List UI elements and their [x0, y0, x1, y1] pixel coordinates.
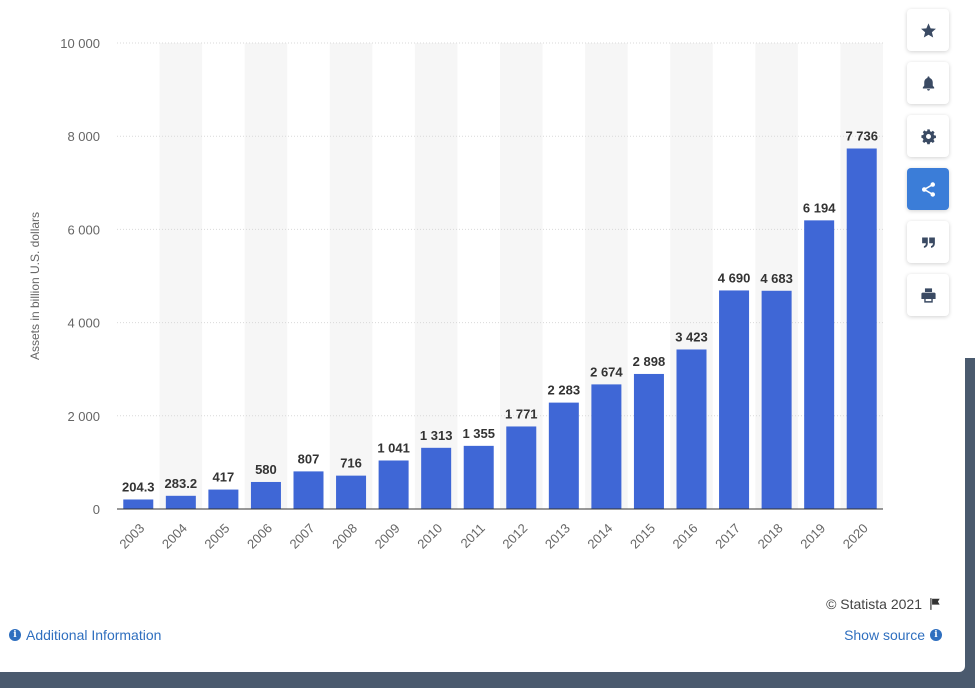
additional-information-link[interactable]: i Additional Information [9, 627, 161, 643]
bar-2009[interactable] [378, 460, 409, 509]
bar-2017[interactable] [719, 290, 750, 509]
x-tick-label: 2006 [244, 521, 275, 552]
bar-2010[interactable] [421, 447, 452, 509]
y-tick-label: 2 000 [67, 409, 100, 424]
info-icon: i [9, 629, 21, 641]
data-label: 4 690 [718, 270, 751, 285]
cite-button[interactable] [907, 221, 949, 263]
y-tick-label: 10 000 [60, 36, 100, 51]
x-tick-label: 2003 [116, 521, 147, 552]
data-label: 7 736 [845, 129, 878, 144]
y-axis-ticks: 0 2 000 4 000 6 000 8 000 10 000 [60, 36, 100, 517]
x-tick-label: 2009 [372, 521, 403, 552]
bar-2003[interactable] [123, 499, 154, 509]
bar-2020[interactable] [846, 148, 877, 510]
bar-2014[interactable] [591, 384, 622, 509]
y-tick-label: 0 [93, 502, 100, 517]
statista-credit[interactable]: © Statista 2021 [826, 596, 942, 612]
favorite-button[interactable] [907, 9, 949, 51]
settings-button[interactable] [907, 115, 949, 157]
show-source-label: Show source [844, 627, 925, 643]
show-source-link[interactable]: Show source i [844, 627, 942, 643]
x-tick-label: 2011 [457, 521, 487, 551]
background-band [159, 43, 203, 509]
data-label: 807 [298, 451, 320, 466]
y-tick-label: 8 000 [67, 129, 100, 144]
x-tick-label: 2013 [542, 521, 573, 552]
x-tick-label: 2005 [201, 521, 232, 552]
credit-text: © Statista 2021 [826, 596, 922, 612]
bar-2011[interactable] [463, 445, 494, 509]
quote-icon [921, 237, 935, 248]
x-tick-label: 2004 [159, 521, 190, 552]
data-label: 716 [340, 456, 362, 471]
data-label: 1 041 [377, 440, 410, 455]
info-icon: i [930, 629, 942, 641]
bell-icon [922, 75, 934, 91]
data-label: 580 [255, 462, 277, 477]
star-icon [920, 22, 936, 38]
bar-chart: 0 2 000 4 000 6 000 8 000 10 000 204.3 283.2 41… [28, 36, 883, 552]
side-strip [965, 0, 975, 358]
background-band [329, 43, 373, 509]
data-label: 283.2 [165, 476, 198, 491]
x-tick-label: 2012 [499, 521, 530, 552]
x-tick-label: 2014 [584, 521, 615, 552]
data-label: 2 898 [633, 354, 666, 369]
printer-icon [920, 287, 936, 303]
y-tick-label: 4 000 [67, 316, 100, 331]
x-tick-label: 2010 [414, 521, 445, 552]
x-tick-label: 2020 [840, 521, 871, 552]
data-label: 417 [213, 470, 235, 485]
data-label: 1 771 [505, 406, 538, 421]
bar-2019[interactable] [804, 220, 835, 509]
bar-2016[interactable] [676, 349, 707, 509]
x-tick-label: 2016 [670, 521, 701, 552]
notification-button[interactable] [907, 62, 949, 104]
x-tick-label: 2007 [287, 521, 318, 552]
x-tick-label: 2017 [712, 521, 743, 552]
gear-icon [920, 128, 936, 144]
bar-2012[interactable] [506, 426, 537, 509]
data-label: 1 313 [420, 428, 453, 443]
data-label: 4 683 [760, 271, 793, 286]
background-band [414, 43, 458, 509]
bar-2004[interactable] [165, 495, 196, 509]
share-button[interactable] [907, 168, 949, 210]
data-label: 204.3 [122, 479, 155, 494]
share-icon [921, 181, 935, 197]
bar-2005[interactable] [208, 489, 239, 509]
data-label: 6 194 [803, 200, 836, 215]
bar-2013[interactable] [548, 402, 579, 509]
bar-2018[interactable] [761, 290, 792, 509]
bar-2006[interactable] [250, 481, 281, 509]
data-label: 3 423 [675, 329, 708, 344]
toolbar [907, 9, 949, 327]
bars [123, 148, 877, 510]
additional-information-label: Additional Information [26, 627, 162, 643]
y-axis-title: Assets in billion U.S. dollars [28, 212, 42, 360]
bar-2008[interactable] [336, 475, 367, 509]
data-labels: 204.3 283.2 417 580 807 716 1 041 1 313 1 355 1 7… [122, 129, 878, 495]
x-tick-label: 2018 [755, 521, 786, 552]
y-tick-label: 6 000 [67, 222, 100, 237]
x-axis-ticks: 2003 2004 2005 2006 2007 2008 2009 2010 2011 2012… [116, 521, 871, 552]
x-tick-label: 2019 [797, 521, 828, 552]
data-label: 2 283 [548, 383, 581, 398]
data-label: 2 674 [590, 364, 623, 379]
x-tick-label: 2015 [627, 521, 658, 552]
bar-2007[interactable] [293, 471, 324, 509]
x-tick-label: 2008 [329, 521, 360, 552]
data-label: 1 355 [462, 426, 495, 441]
print-button[interactable] [907, 274, 949, 316]
background-band [244, 43, 288, 509]
flag-icon [930, 598, 940, 610]
bar-2015[interactable] [633, 373, 664, 509]
